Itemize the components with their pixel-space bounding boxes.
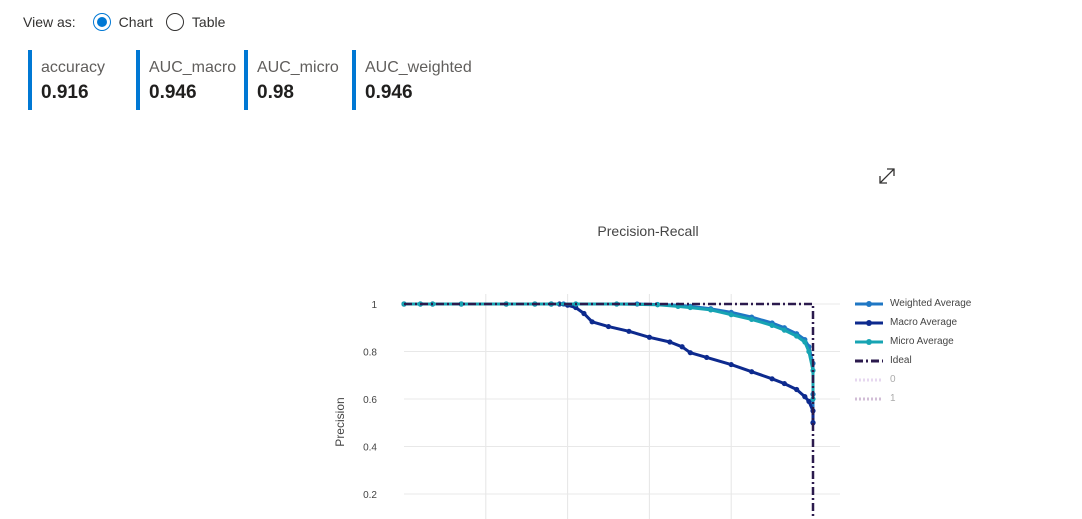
data-point [704, 354, 710, 361]
view-as-label: View as: [23, 14, 76, 30]
legend-swatch-icon [855, 359, 883, 362]
y-tick-label: 0.8 [363, 348, 377, 359]
legend-item[interactable]: Micro Average [854, 332, 971, 351]
legend-swatch-icon [855, 397, 883, 400]
legend-label: 1 [890, 393, 896, 404]
metric-value: 0.946 [149, 82, 197, 103]
legend-swatch-icon [855, 338, 883, 345]
radio-selected-icon [92, 13, 111, 31]
metric-name: AUC_micro [257, 59, 339, 76]
legend-item[interactable]: Ideal [854, 351, 971, 370]
data-point [687, 350, 693, 356]
data-point [781, 327, 787, 333]
radio-chart-label: Chart [118, 14, 153, 30]
data-point [806, 398, 812, 404]
data-point [728, 312, 734, 318]
expand-diagonal-icon[interactable] [876, 165, 898, 187]
data-point [769, 322, 775, 328]
data-point [458, 301, 464, 307]
metric-card-auc-macro: AUC_macro 0.946 [136, 50, 244, 110]
y-tick-label: 0.2 [363, 490, 377, 501]
legend-item[interactable]: Macro Average [854, 313, 971, 332]
legend-swatch-icon [855, 300, 883, 307]
legend-label: 0 [890, 374, 896, 385]
data-point [769, 376, 775, 382]
y-tick-label: 0.6 [363, 395, 377, 406]
legend-label: Weighted Average [890, 298, 972, 309]
legend-item[interactable]: 0 [854, 370, 971, 389]
data-point [573, 304, 579, 311]
series-line-micro-average [404, 302, 815, 399]
metric-name: AUC_weighted [365, 59, 472, 76]
radio-chart[interactable]: Chart [92, 13, 153, 31]
metric-value: 0.946 [365, 82, 413, 103]
y-tick-label: 0.4 [363, 443, 377, 454]
data-point [806, 348, 812, 355]
metric-value: 0.98 [257, 82, 294, 103]
data-point [708, 307, 714, 313]
chart-title: Precision-Recall [597, 223, 699, 239]
data-point [794, 386, 800, 393]
data-point [802, 339, 808, 345]
legend-swatch-icon [855, 319, 883, 326]
data-point [810, 420, 816, 426]
legend-item[interactable]: Weighted Average [854, 294, 971, 313]
metrics-row: accuracy 0.916 AUC_macro 0.946 AUC_micro… [28, 50, 472, 110]
data-point [687, 304, 693, 311]
radio-table[interactable]: Table [165, 13, 226, 31]
data-point [794, 333, 800, 339]
legend-label: Micro Average [890, 336, 954, 347]
data-point [646, 334, 653, 340]
data-point [589, 319, 595, 325]
metric-name: AUC_macro [149, 59, 237, 76]
data-point [605, 323, 612, 330]
metric-card-accuracy: accuracy 0.916 [28, 50, 136, 110]
legend-label: Ideal [890, 355, 912, 366]
data-point [626, 328, 632, 334]
radio-unselected-icon [165, 13, 184, 31]
radio-table-label: Table [191, 14, 226, 30]
legend-item[interactable]: 1 [854, 389, 971, 408]
data-point [749, 316, 755, 323]
view-as-group: View as: Chart Table [23, 10, 238, 34]
metric-value: 0.916 [41, 82, 89, 103]
data-point [581, 310, 587, 317]
data-point [802, 394, 808, 400]
legend-swatch-icon [855, 378, 883, 381]
chart-legend: Weighted Average Macro Average Micro Avera… [854, 294, 971, 408]
data-point [679, 344, 685, 350]
data-point [728, 361, 734, 368]
data-point [781, 380, 787, 387]
series-line-ideal [404, 302, 815, 519]
data-point [749, 369, 755, 375]
metric-card-auc-weighted: AUC_weighted 0.946 [352, 50, 472, 110]
y-axis-label: Precision [333, 397, 347, 446]
metric-name: accuracy [41, 59, 106, 76]
legend-label: Macro Average [890, 317, 958, 328]
data-point [667, 339, 673, 345]
y-tick-label: 1 [371, 300, 377, 311]
metric-card-auc-micro: AUC_micro 0.98 [244, 50, 352, 110]
